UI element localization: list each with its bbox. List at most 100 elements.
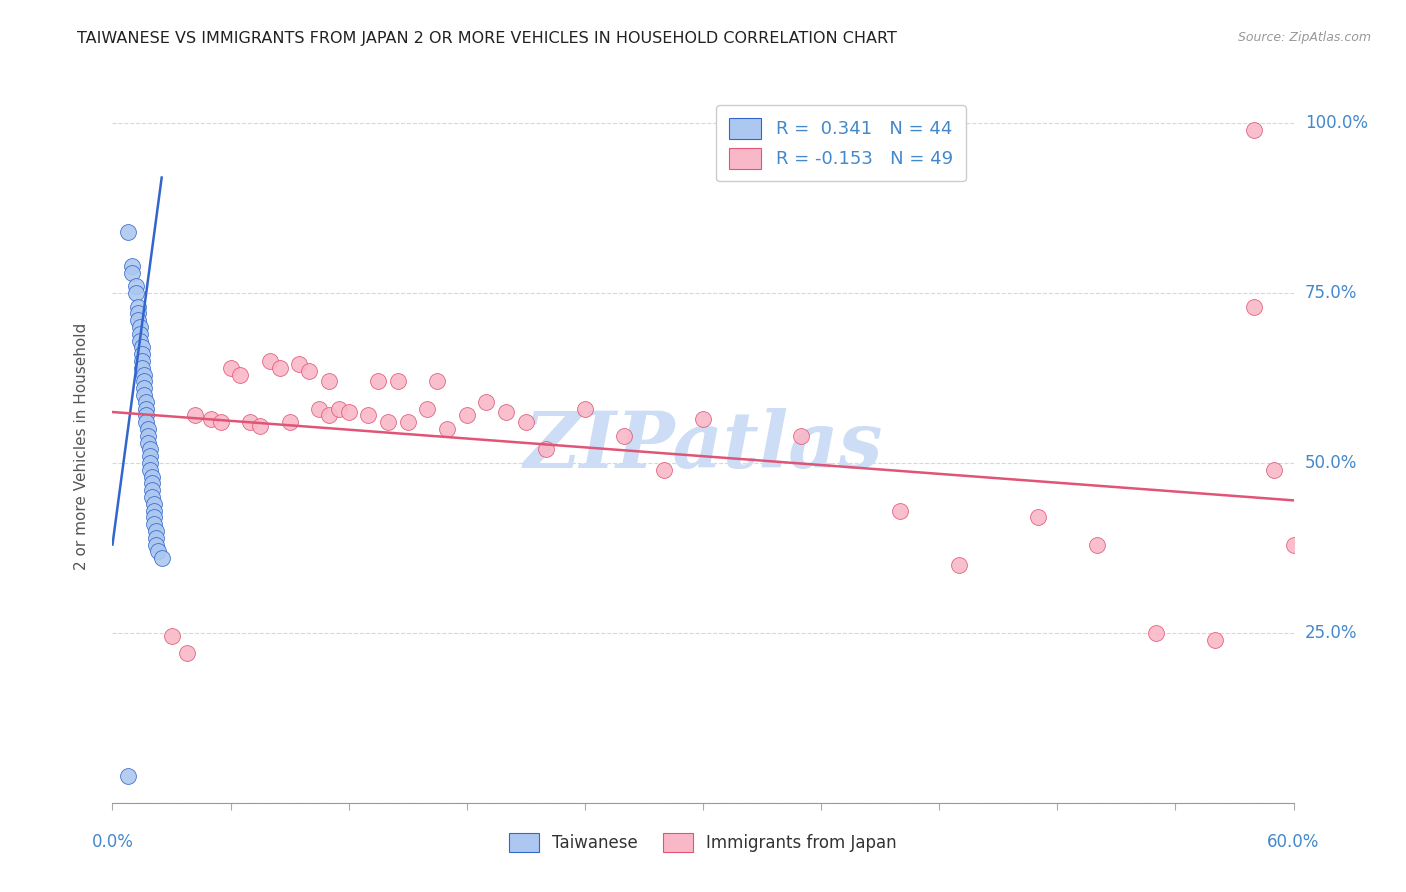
Point [131,341,153,355]
Point [132,375,155,389]
Point [318,409,340,423]
Point [889,503,911,517]
Y-axis label: 2 or more Vehicles in Household: 2 or more Vehicles in Household [75,322,89,570]
Point [1243,300,1265,314]
Text: 0.0%: 0.0% [91,833,134,851]
Point [1085,537,1108,551]
Point [298,364,321,378]
Point [219,360,242,375]
Point [948,558,970,572]
Point [278,415,301,429]
Point [136,429,159,443]
Point [308,401,330,416]
Point [125,286,148,301]
Point [135,401,157,416]
Point [1282,537,1305,551]
Point [127,313,149,327]
Text: 25.0%: 25.0% [1305,624,1357,642]
Point [131,347,153,361]
Point [613,429,636,443]
Point [337,405,360,419]
Point [1361,636,1384,650]
Point [136,435,159,450]
Point [129,326,152,341]
Point [125,279,148,293]
Point [141,490,163,504]
Point [132,381,155,395]
Point [1144,626,1167,640]
Point [357,409,380,423]
Point [121,259,143,273]
Point [1263,463,1285,477]
Point [135,409,157,423]
Text: 100.0%: 100.0% [1305,114,1368,132]
Point [229,368,252,382]
Point [142,497,165,511]
Point [132,368,155,382]
Point [534,442,557,457]
Point [426,375,449,389]
Point [142,517,165,532]
Point [135,394,157,409]
Point [1243,123,1265,137]
Point [141,469,163,483]
Point [1026,510,1049,524]
Point [131,360,153,375]
Point [328,401,350,416]
Text: 50.0%: 50.0% [1305,454,1357,472]
Point [135,415,157,429]
Point [377,415,399,429]
Point [318,375,340,389]
Point [515,415,537,429]
Point [160,629,183,643]
Point [139,456,162,470]
Legend: Taiwanese, Immigrants from Japan: Taiwanese, Immigrants from Japan [502,826,904,859]
Text: Source: ZipAtlas.com: Source: ZipAtlas.com [1237,31,1371,45]
Point [259,354,281,368]
Point [145,537,167,551]
Point [145,524,167,538]
Point [150,551,173,566]
Point [209,415,232,429]
Point [184,409,207,423]
Point [142,510,165,524]
Point [416,401,439,416]
Point [456,409,478,423]
Text: 75.0%: 75.0% [1305,284,1357,302]
Point [141,483,163,498]
Point [146,544,169,558]
Point [475,394,498,409]
Point [367,375,389,389]
Point [139,449,162,463]
Text: 60.0%: 60.0% [1267,833,1320,851]
Point [121,266,143,280]
Point [200,412,222,426]
Point [142,503,165,517]
Point [436,422,458,436]
Point [127,300,149,314]
Point [652,463,675,477]
Text: ZIPatlas: ZIPatlas [523,408,883,484]
Point [127,306,149,320]
Point [692,412,714,426]
Point [1204,632,1226,647]
Point [790,429,813,443]
Point [141,476,163,491]
Point [117,225,139,239]
Text: TAIWANESE VS IMMIGRANTS FROM JAPAN 2 OR MORE VEHICLES IN HOUSEHOLD CORRELATION C: TAIWANESE VS IMMIGRANTS FROM JAPAN 2 OR … [77,31,897,46]
Point [136,422,159,436]
Point [269,360,291,375]
Point [145,531,167,545]
Point [239,415,262,429]
Point [129,334,152,348]
Point [129,320,152,334]
Point [387,375,409,389]
Point [139,463,162,477]
Point [396,415,419,429]
Point [117,769,139,783]
Point [1322,629,1344,643]
Point [176,646,198,660]
Point [249,418,271,433]
Point [495,405,517,419]
Point [288,358,311,372]
